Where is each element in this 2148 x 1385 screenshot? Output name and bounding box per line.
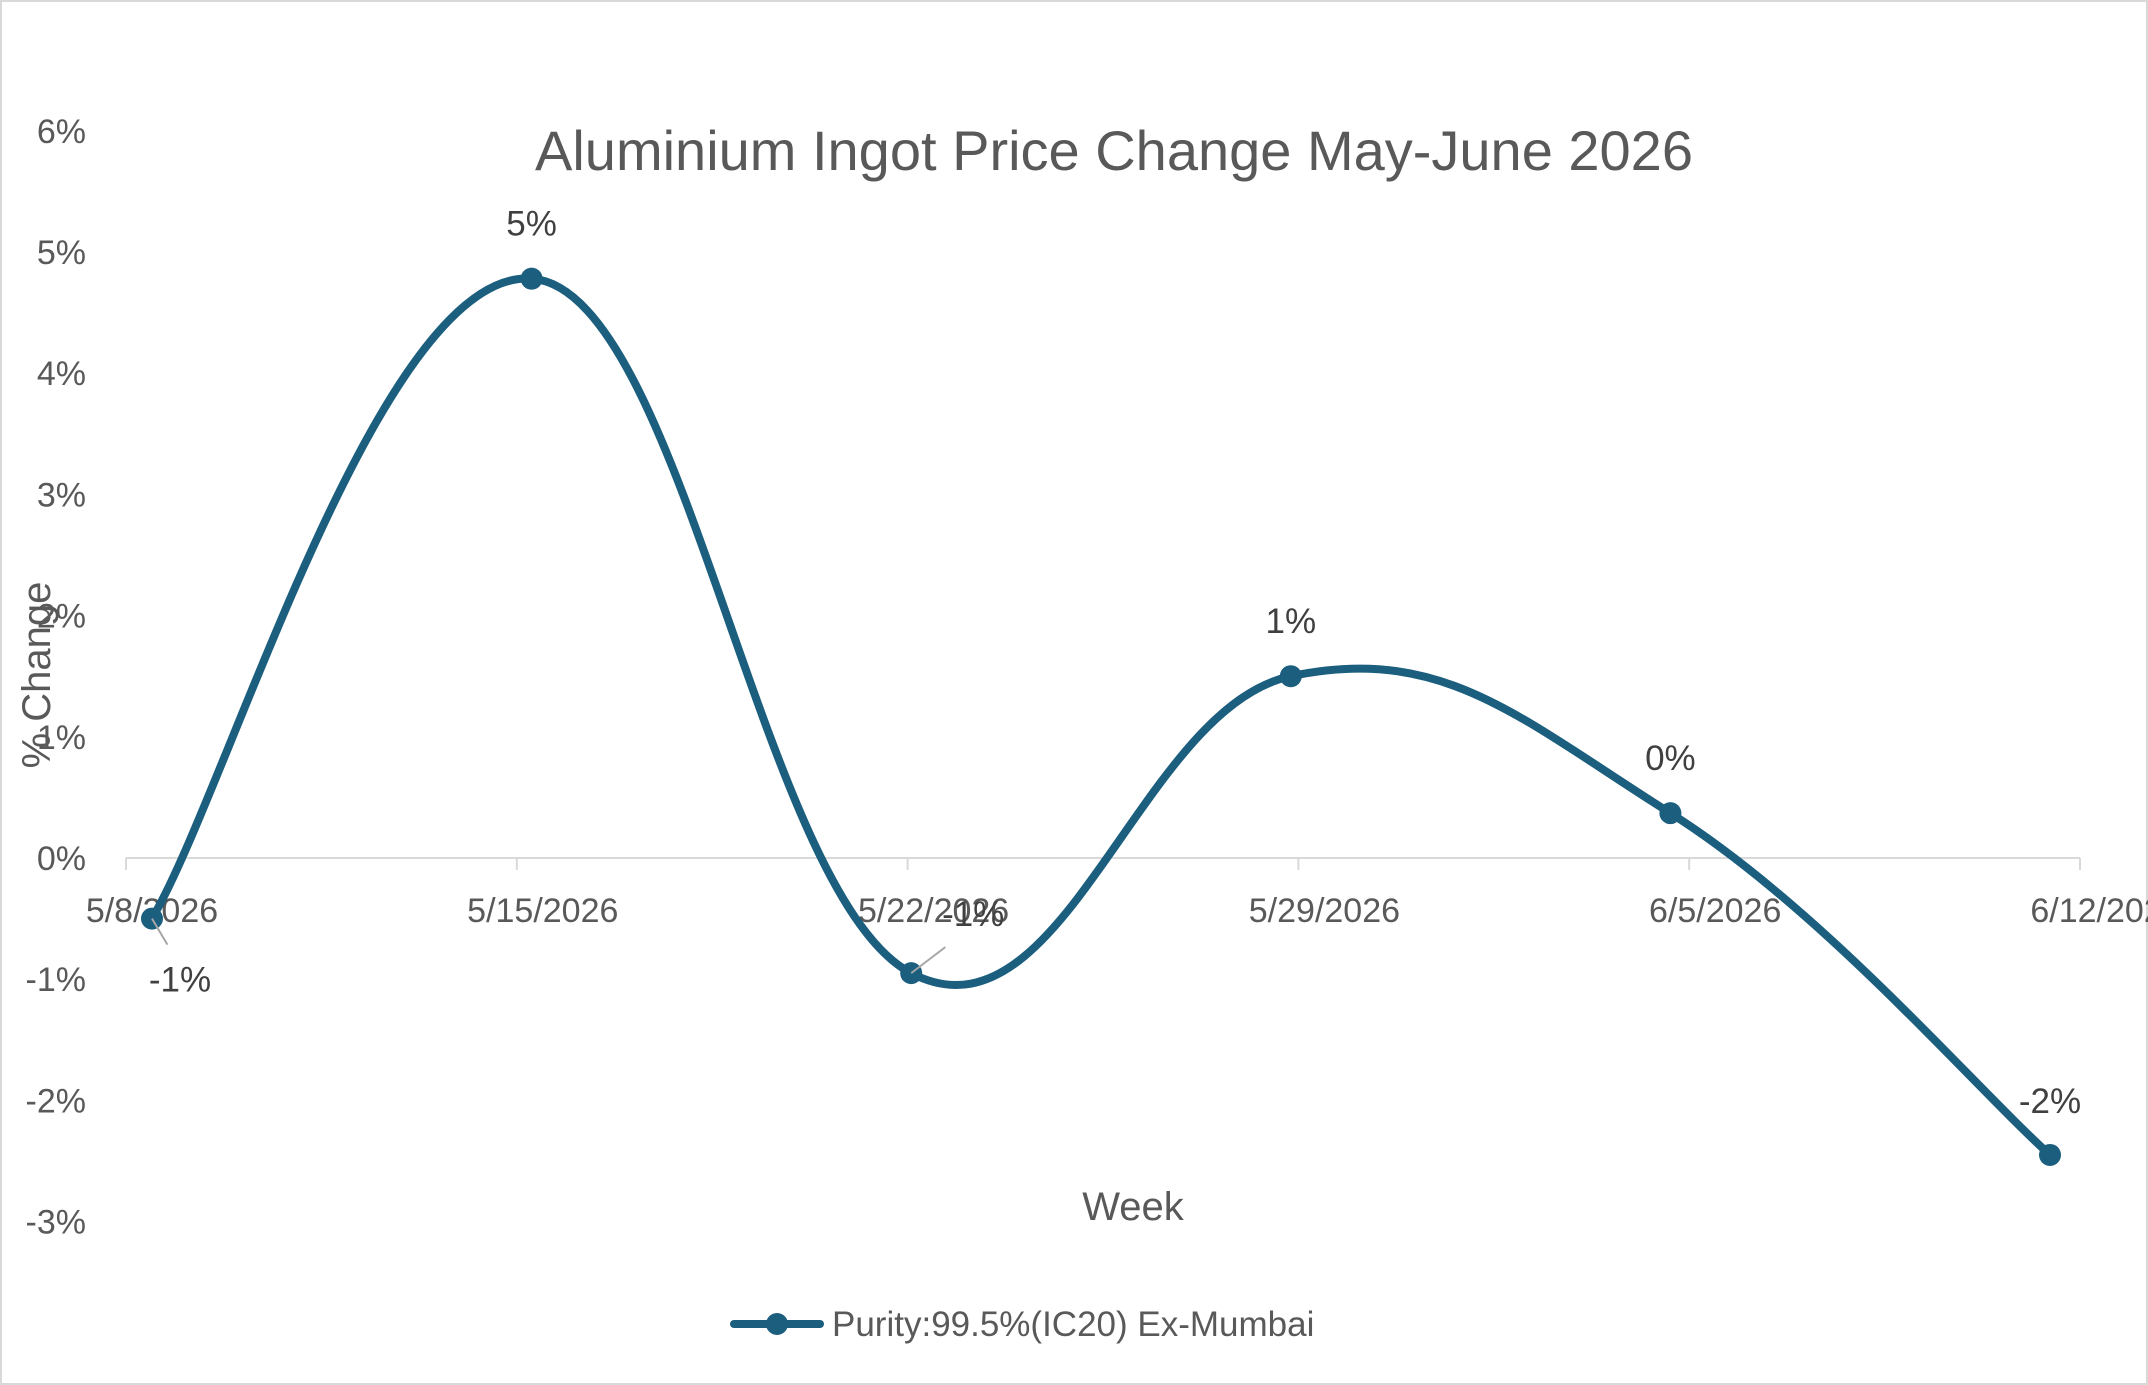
chart-title: Aluminium Ingot Price Change May-June 20… [535,119,1693,182]
y-axis: 6% 5% 4% 3% 2% 1% 0% -1% -2% -3% [26,113,86,1242]
data-label: 1% [1266,602,1317,641]
y-axis-title: % Change [15,582,59,769]
data-point[interactable] [2039,1143,2061,1166]
x-tick-label: 6/5/2026 [1649,892,1781,930]
data-labels: -1% 5% -1% 1% 0% -2% [149,205,2081,1121]
x-tick-label: 6/12/2026 [2030,892,2148,930]
y-tick-label: 3% [37,476,86,514]
y-tick-label: 6% [37,113,86,151]
data-label: -1% [149,961,211,1000]
data-point[interactable] [1279,665,1302,688]
y-tick-label: 2% [37,598,86,636]
data-label: 5% [506,205,557,244]
legend-swatch-marker [766,1313,788,1335]
data-point[interactable] [1659,802,1682,825]
y-tick-label: -3% [26,1204,86,1242]
y-tick-label: 4% [37,355,86,393]
data-label: -1% [942,895,1004,934]
data-label: 0% [1645,739,1696,778]
data-label-leader [910,946,946,974]
legend-label: Purity:99.5%(IC20) Ex-Mumbai [832,1305,1314,1344]
data-label: -2% [2019,1082,2081,1121]
y-tick-label: 5% [37,234,86,272]
series-line [148,274,2054,1159]
y-tick-label: -2% [26,1082,86,1120]
data-label-leader [151,918,169,946]
x-tick-label: 5/29/2026 [1249,892,1400,930]
x-tick-label: 5/22/2026 [858,892,1009,930]
y-tick-label: -1% [26,961,86,999]
legend[interactable]: Purity:99.5%(IC20) Ex-Mumbai [730,1305,1314,1344]
series-layer [141,267,2061,1166]
data-point[interactable] [520,267,543,290]
x-axis-title: Week [1082,1185,1185,1229]
x-tick-labels: 5/8/20265/15/20265/22/20265/29/20266/5/2… [86,892,2148,930]
x-tick-label: 5/15/2026 [467,892,618,930]
y-tick-label: 0% [37,840,86,878]
y-tick-label: 1% [37,719,86,757]
